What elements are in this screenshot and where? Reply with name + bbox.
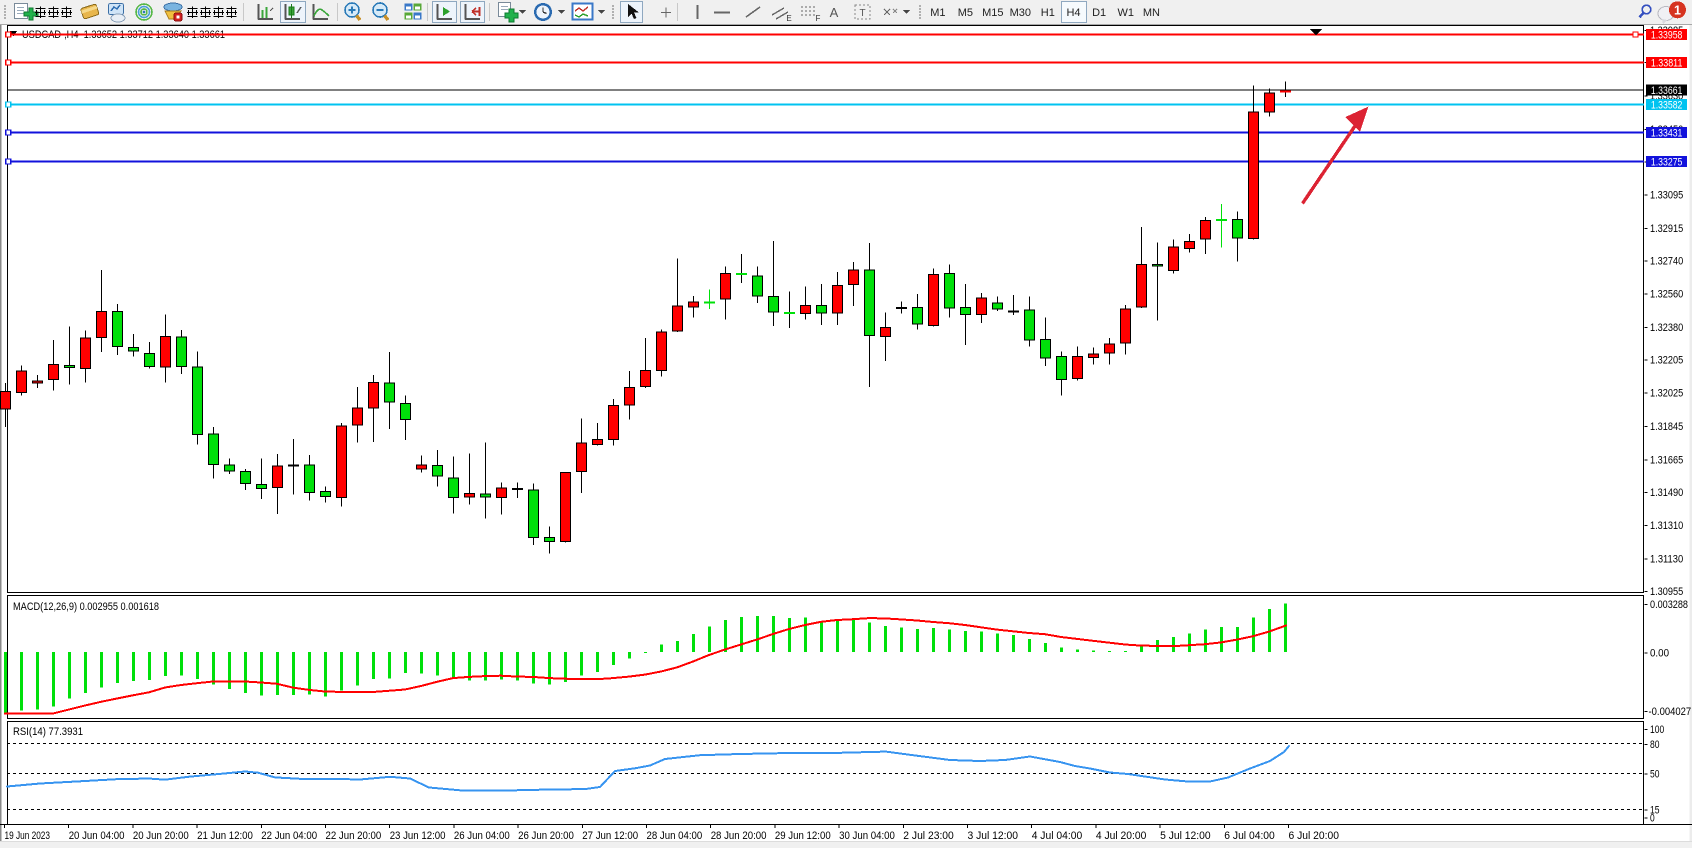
svg-text:M1: M1	[930, 7, 945, 19]
svg-text:1.33661: 1.33661	[1651, 85, 1683, 97]
svg-text:1.33275: 1.33275	[1651, 157, 1683, 169]
svg-text:20 Jun 20:00: 20 Jun 20:00	[133, 830, 189, 842]
svg-text:1.33958: 1.33958	[1651, 30, 1683, 42]
svg-text:0.00: 0.00	[1650, 648, 1669, 660]
svg-text:A: A	[830, 5, 839, 20]
svg-text:22 Jun 20:00: 22 Jun 20:00	[326, 830, 382, 842]
svg-text:28 Jun 20:00: 28 Jun 20:00	[711, 830, 767, 842]
svg-text:M15: M15	[982, 7, 1003, 19]
svg-text:M30: M30	[1010, 7, 1031, 19]
svg-text:22 Jun 04:00: 22 Jun 04:00	[261, 830, 317, 842]
svg-text:1.32915: 1.32915	[1650, 223, 1683, 235]
svg-text:0.003288: 0.003288	[1650, 599, 1688, 611]
svg-text:19 Jun 2023: 19 Jun 2023	[5, 830, 51, 842]
svg-text:27 Jun 12:00: 27 Jun 12:00	[582, 830, 638, 842]
svg-text:4 Jul 20:00: 4 Jul 20:00	[1096, 830, 1147, 842]
svg-text:1: 1	[1674, 3, 1681, 17]
svg-text:4 Jul 04:00: 4 Jul 04:00	[1032, 830, 1083, 842]
svg-text:1.32560: 1.32560	[1650, 289, 1683, 301]
svg-text:100: 100	[1650, 724, 1664, 736]
svg-text:80: 80	[1650, 739, 1660, 751]
svg-text:29 Jun 12:00: 29 Jun 12:00	[775, 830, 831, 842]
svg-text:1.33582: 1.33582	[1651, 100, 1683, 112]
svg-text:28 Jun 04:00: 28 Jun 04:00	[647, 830, 703, 842]
svg-text:M5: M5	[958, 7, 973, 19]
svg-text:1.31490: 1.31490	[1650, 487, 1683, 499]
svg-text:1.31845: 1.31845	[1650, 421, 1683, 433]
svg-text:-0.004027: -0.004027	[1649, 706, 1692, 718]
svg-text:23 Jun 12:00: 23 Jun 12:00	[390, 830, 446, 842]
svg-text:3 Jul 12:00: 3 Jul 12:00	[968, 830, 1019, 842]
svg-text:6 Jul 20:00: 6 Jul 20:00	[1289, 830, 1340, 842]
svg-text:21 Jun 12:00: 21 Jun 12:00	[197, 830, 253, 842]
svg-text:26 Jun 04:00: 26 Jun 04:00	[454, 830, 510, 842]
svg-text:1.31665: 1.31665	[1650, 454, 1683, 466]
svg-text:F: F	[816, 14, 821, 23]
svg-text:H4: H4	[1066, 7, 1080, 19]
svg-text:H1: H1	[1041, 7, 1055, 19]
svg-text:D1: D1	[1092, 7, 1106, 19]
svg-text:1.33431: 1.33431	[1651, 128, 1683, 140]
svg-text:T: T	[859, 8, 865, 19]
svg-text:2 Jul 23:00: 2 Jul 23:00	[903, 830, 954, 842]
svg-text:1.31130: 1.31130	[1650, 554, 1683, 566]
svg-text:1.33095: 1.33095	[1650, 190, 1683, 202]
svg-text:1.30955: 1.30955	[1650, 586, 1683, 598]
svg-text:1.32740: 1.32740	[1650, 255, 1683, 267]
svg-text:15: 15	[1650, 804, 1660, 816]
svg-text:MACD(12,26,9) 0.002955 0.00161: MACD(12,26,9) 0.002955 0.001618	[13, 601, 159, 613]
svg-text:20 Jun 04:00: 20 Jun 04:00	[69, 830, 125, 842]
svg-text:6 Jul 04:00: 6 Jul 04:00	[1224, 830, 1275, 842]
svg-text:E: E	[786, 14, 791, 23]
svg-text:MN: MN	[1143, 7, 1160, 19]
svg-text:30 Jun 04:00: 30 Jun 04:00	[839, 830, 895, 842]
svg-text:0: 0	[1650, 813, 1655, 825]
svg-text:26 Jun 20:00: 26 Jun 20:00	[518, 830, 574, 842]
svg-text:1.32025: 1.32025	[1650, 388, 1683, 400]
svg-text:1.32380: 1.32380	[1650, 322, 1683, 334]
svg-text:1.31310: 1.31310	[1650, 520, 1683, 532]
svg-text:W1: W1	[1117, 7, 1134, 19]
svg-text:50: 50	[1650, 769, 1660, 781]
svg-text:1.32205: 1.32205	[1650, 354, 1683, 366]
svg-text:1.33811: 1.33811	[1651, 58, 1683, 70]
svg-text:RSI(14) 77.3931: RSI(14) 77.3931	[13, 726, 83, 738]
svg-text:5 Jul 12:00: 5 Jul 12:00	[1160, 830, 1211, 842]
